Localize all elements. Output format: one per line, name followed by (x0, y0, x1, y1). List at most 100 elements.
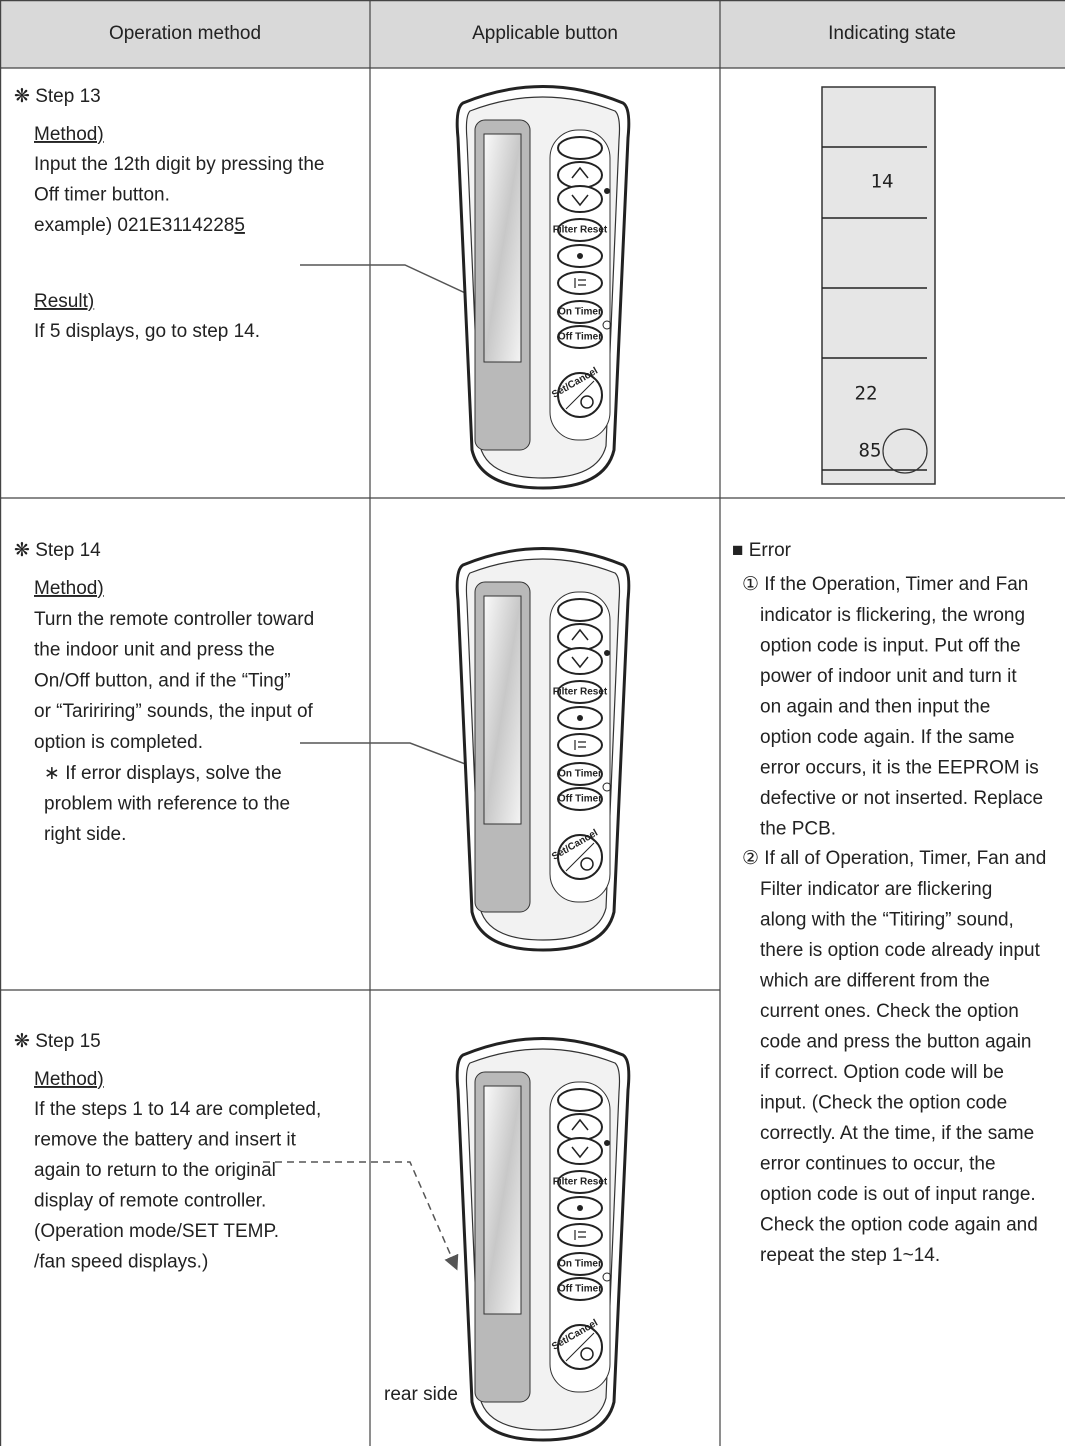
remote-button (557, 185, 603, 213)
thermo-icon (604, 1140, 610, 1146)
display-digits: 85 (859, 440, 882, 462)
arrow-down (571, 656, 589, 669)
clock-icon (602, 1272, 612, 1282)
error-title: ■ Error (732, 540, 792, 561)
error-item: correctly. At the time, if the same (760, 1123, 1034, 1144)
arrow-up (571, 628, 589, 641)
step-title: ❋ Step 15 (14, 1031, 101, 1052)
header-cell: Operation method (109, 23, 261, 44)
remote-lcd (483, 133, 522, 363)
header-bg (0, 0, 1065, 68)
remote-button (557, 271, 603, 295)
remote-button (557, 1113, 603, 1141)
thermo-icon (604, 650, 610, 656)
arrow-down (571, 194, 589, 207)
remote-button (557, 762, 603, 786)
button-label: Off Timer (558, 1284, 602, 1295)
fan-icon (577, 253, 583, 259)
text-line: ∗ If error displays, solve the (44, 763, 282, 784)
set-slash (565, 842, 595, 872)
remote-button (557, 1137, 603, 1165)
error-item: which are different from the (759, 971, 990, 992)
error-item: along with the “Titiring” sound, (760, 910, 1014, 931)
text-line: On/Off button, and if the “Ting” (34, 670, 291, 691)
display-digits: 14 (871, 171, 894, 193)
remote-button (557, 647, 603, 675)
remote-button (557, 136, 603, 160)
error-item: Filter indicator are flickering (760, 879, 992, 900)
error-item: ② If all of Operation, Timer, Fan and (742, 848, 1046, 869)
text-line: Turn the remote controller toward (34, 609, 314, 630)
label: Method) (34, 578, 104, 599)
step-title: ❋ Step 13 (14, 86, 101, 107)
button-label: On Timer (558, 307, 602, 318)
remote-button (557, 218, 603, 242)
button-label: Filter Reset (553, 1177, 608, 1188)
error-item: code and press the button again (760, 1032, 1031, 1053)
label: Method) (34, 1069, 104, 1090)
remote-lcd (483, 1085, 522, 1315)
button-label: On Timer (558, 1259, 602, 1270)
fan-icon (577, 1205, 583, 1211)
error-item: there is option code already input (760, 940, 1041, 961)
error-item: on again and then input the (760, 697, 990, 718)
button-label: Filter Reset (553, 225, 608, 236)
text-line: If 5 displays, go to step 14. (34, 321, 260, 342)
text-line: problem with reference to the (44, 794, 290, 815)
error-item: defective or not inserted. Replace (760, 788, 1043, 809)
error-item: option code is out of input range. (760, 1184, 1036, 1205)
thermo-icon (604, 188, 610, 194)
example-text: example) 021E3114228 (34, 215, 234, 236)
text-line: again to return to the original (34, 1160, 276, 1181)
error-item: if correct. Option code will be (760, 1062, 1004, 1083)
text-line: remove the battery and insert it (34, 1130, 297, 1151)
power-icon (580, 395, 594, 409)
error-item: error occurs, it is the EEPROM is (760, 758, 1039, 779)
set-slash (565, 1332, 595, 1362)
error-item: current ones. Check the option (760, 1001, 1019, 1022)
set-slash (565, 380, 595, 410)
button-label: Filter Reset (553, 687, 608, 698)
error-item: option code again. If the same (760, 727, 1015, 748)
error-item: error continues to occur, the (760, 1154, 996, 1175)
swing-icon (574, 1230, 586, 1240)
text-line: Off timer button. (34, 185, 170, 206)
error-item: option code is input. Put off the (760, 636, 1021, 657)
error-item: the PCB. (760, 819, 836, 840)
header-cell: Indicating state (828, 23, 956, 44)
example-digit: 5 (234, 215, 245, 236)
clock-icon (602, 320, 612, 330)
swing-icon (574, 278, 586, 288)
clock-icon (602, 782, 612, 792)
error-item: indicator is flickering, the wrong (760, 605, 1025, 626)
text-line: the indoor unit and press the (34, 640, 275, 661)
remote-button (557, 161, 603, 189)
remote-button (557, 598, 603, 622)
button-label: On Timer (558, 769, 602, 780)
rear-label: rear side (384, 1384, 458, 1405)
label: Result) (34, 291, 94, 312)
error-item: input. (Check the option code (760, 1093, 1007, 1114)
text-line: right side. (44, 824, 126, 845)
button-label: Off Timer (558, 332, 602, 343)
text-line: Input the 12th digit by pressing the (34, 154, 324, 175)
error-item: ① If the Operation, Timer and Fan (742, 574, 1028, 595)
arrow-up (571, 1118, 589, 1131)
leader-line (263, 1161, 459, 1271)
button-label: Off Timer (558, 794, 602, 805)
remote-button (557, 1170, 603, 1194)
remote-lcd (483, 595, 522, 825)
remote-button (557, 787, 603, 811)
error-item: Check the option code again and (760, 1215, 1038, 1236)
remote-button (557, 325, 603, 349)
remote-button (557, 1252, 603, 1276)
example-line: example) 021E31142285 (34, 215, 245, 236)
arrow-up (571, 166, 589, 179)
power-icon (580, 1347, 594, 1361)
remote-button (557, 1277, 603, 1301)
error-item: power of indoor unit and turn it (760, 666, 1017, 687)
